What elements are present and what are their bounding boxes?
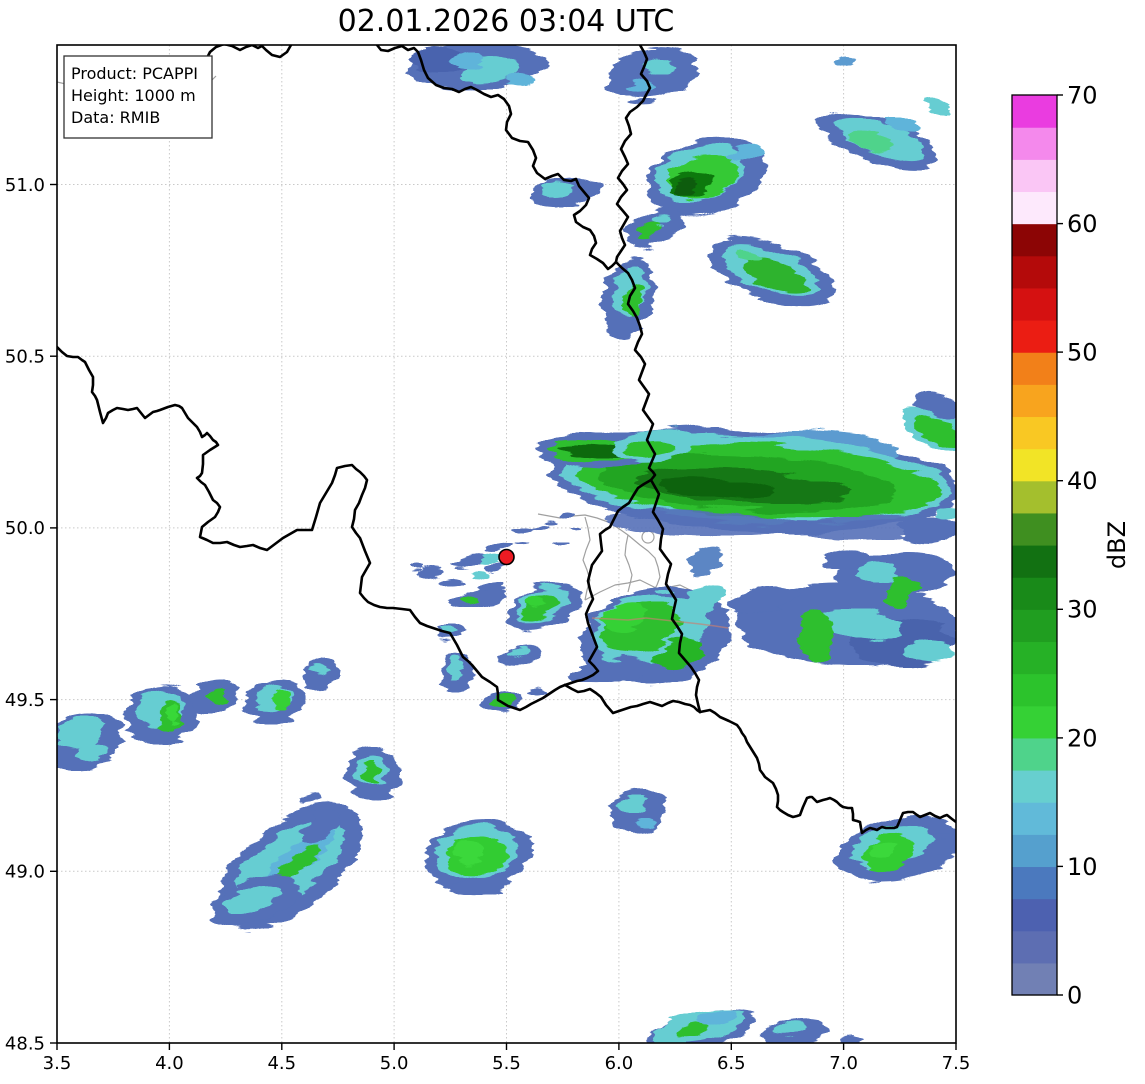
- border-lu-east: [649, 478, 702, 714]
- info-data-source: Data: RMIB: [71, 108, 160, 127]
- colorbar-segment: [1012, 448, 1057, 482]
- colorbar-segment: [1012, 641, 1057, 675]
- border-fr-be: [57, 345, 567, 712]
- colorbar-segment: [1012, 416, 1057, 450]
- border-be-nl-east: [375, 45, 618, 271]
- svg-text:6.5: 6.5: [717, 1053, 746, 1074]
- colorbar-segment: [1012, 127, 1057, 160]
- colorbar-frame: [1011, 94, 1058, 996]
- svg-text:60: 60: [1067, 210, 1098, 238]
- svg-text:50.0: 50.0: [5, 518, 45, 539]
- colorbar-segment: [1012, 480, 1057, 514]
- info-height: Height: 1000 m: [71, 86, 196, 105]
- svg-text:4.0: 4.0: [155, 1053, 184, 1074]
- border-be-nl-west: [194, 45, 293, 70]
- info-product: Product: PCAPPI: [71, 64, 198, 83]
- colorbar-labels: 0 10 20 30 40 50 60 70: [1067, 81, 1098, 1009]
- colorbar-segment: [1012, 930, 1057, 964]
- colorbar-segment: [1012, 95, 1057, 128]
- svg-text:7.5: 7.5: [942, 1053, 971, 1074]
- svg-text:70: 70: [1067, 81, 1098, 109]
- y-axis-labels: 48.5 49.0 49.5 50.0 50.5 51.0: [5, 175, 45, 1055]
- colorbar-segment: [1012, 320, 1057, 353]
- colorbar-segment: [1012, 673, 1057, 707]
- colorbar-segment: [1012, 802, 1057, 835]
- svg-text:50.5: 50.5: [5, 347, 45, 368]
- colorbar-segment: [1012, 159, 1057, 193]
- colorbar-segment: [1012, 737, 1057, 771]
- colorbar-segment: [1012, 609, 1057, 643]
- border-lu-south: [563, 683, 702, 715]
- svg-text:30: 30: [1067, 596, 1098, 624]
- colorbar: [1012, 95, 1057, 996]
- colorbar-segment: [1012, 898, 1057, 932]
- colorbar-segment: [1012, 191, 1057, 225]
- colorbar-segment: [1012, 962, 1057, 996]
- border-nl-de: [614, 45, 652, 264]
- colorbar-segment: [1012, 255, 1057, 289]
- y-axis-ticks: [50, 183, 57, 1044]
- colorbar-segment: [1012, 834, 1057, 868]
- svg-text:6.0: 6.0: [605, 1053, 634, 1074]
- colorbar-segment: [1012, 512, 1057, 546]
- svg-text:10: 10: [1067, 853, 1098, 881]
- colorbar-segment: [1012, 352, 1057, 385]
- info-box: Product: PCAPPI Height: 1000 m Data: RMI…: [63, 55, 213, 139]
- colorbar-axis-label: dBZ: [1103, 521, 1131, 569]
- svg-text:5.5: 5.5: [492, 1053, 521, 1074]
- svg-text:3.5: 3.5: [43, 1053, 72, 1074]
- border-be-de: [614, 260, 657, 482]
- colorbar-segment: [1012, 287, 1057, 321]
- border-fr-de: [698, 708, 956, 835]
- colorbar-ticks: [1057, 94, 1063, 996]
- svg-text:20: 20: [1067, 724, 1098, 752]
- colorbar-segment: [1012, 866, 1057, 900]
- border-lu-west: [563, 478, 653, 687]
- colorbar-segment: [1012, 223, 1057, 257]
- colorbar-segment: [1012, 577, 1057, 610]
- svg-text:7.0: 7.0: [829, 1053, 858, 1074]
- svg-text:0: 0: [1067, 981, 1082, 1009]
- plot-title: 02.01.2026 03:04 UTC: [338, 4, 675, 39]
- x-axis-labels: 3.5 4.0 4.5 5.0 5.5 6.0 6.5 7.0 7.5: [43, 1053, 971, 1074]
- svg-text:49.0: 49.0: [5, 862, 45, 883]
- colorbar-segment: [1012, 770, 1057, 803]
- colorbar-segment: [1012, 705, 1057, 739]
- radar-echo-layer: [57, 45, 956, 1043]
- svg-text:49.5: 49.5: [5, 690, 45, 711]
- country-borders: [57, 45, 956, 835]
- x-axis-ticks: [56, 1043, 957, 1050]
- svg-text:51.0: 51.0: [5, 175, 45, 196]
- svg-text:50: 50: [1067, 339, 1098, 367]
- svg-text:40: 40: [1067, 467, 1098, 495]
- colorbar-segment: [1012, 384, 1057, 418]
- radar-site-marker: [498, 548, 515, 566]
- svg-text:48.5: 48.5: [5, 1033, 45, 1054]
- svg-text:4.5: 4.5: [267, 1053, 296, 1074]
- road-line: [591, 617, 729, 629]
- svg-text:5.0: 5.0: [380, 1053, 409, 1074]
- colorbar-segment: [1012, 545, 1057, 578]
